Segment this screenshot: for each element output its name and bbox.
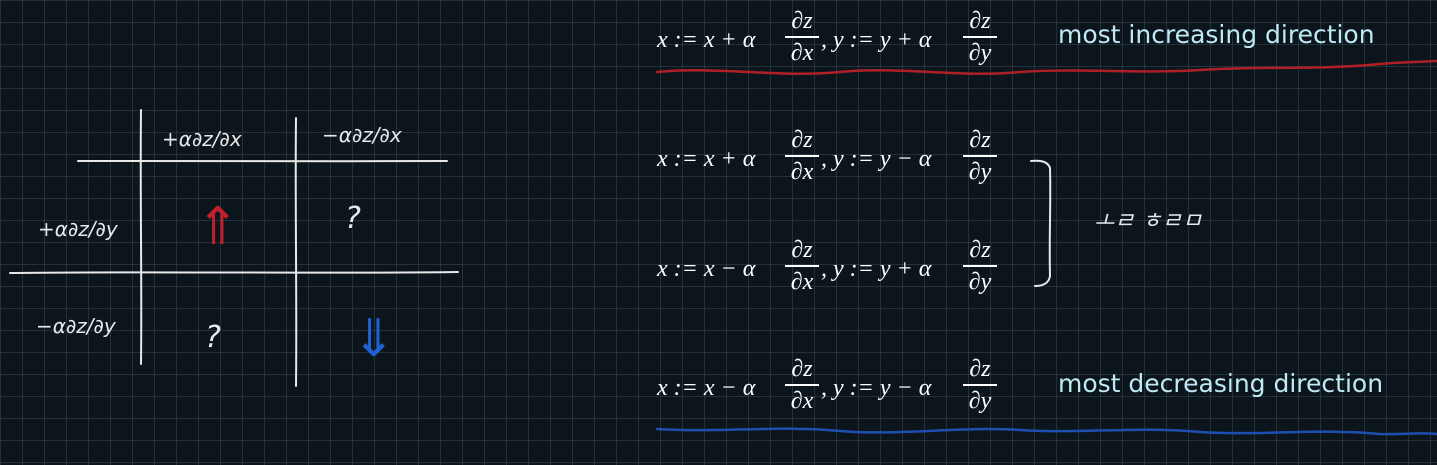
caption-most-increasing: most increasing direction [1058, 20, 1375, 49]
equation-x-part: x := x − α [657, 256, 756, 282]
up-arrow-icon: ⇑ [196, 197, 240, 257]
partial-z-partial-y: ∂z ∂y [963, 235, 997, 297]
equation-y-part: , y := y + α [821, 256, 932, 282]
bracket-handwritten-note: ㅗㄹ ㅎㄹㅁ [1094, 209, 1202, 234]
partial-z-partial-x: ∂z ∂x [785, 6, 819, 68]
table-col-header-1: +α∂z/∂x [162, 127, 242, 151]
blue-underline [655, 427, 1437, 436]
partial-z-partial-x: ∂z ∂x [785, 235, 819, 297]
equation-x-part: x := x − α [657, 375, 756, 401]
table-cell-question-1: ? [345, 201, 361, 236]
table-col-header-2: −α∂z/∂x [322, 123, 402, 147]
table-header-rule [77, 159, 448, 163]
partial-z-partial-y: ∂z ∂y [963, 125, 997, 187]
equation-y-part: , y := y − α [821, 146, 932, 172]
equation-x-part: x := x + α [657, 146, 756, 172]
equation-y-part: , y := y + α [821, 27, 932, 53]
right-bracket-icon [1030, 159, 1052, 287]
partial-z-partial-x: ∂z ∂x [785, 354, 819, 416]
table-row-header-2: −α∂z/∂y [36, 314, 117, 338]
partial-z-partial-y: ∂z ∂y [963, 354, 997, 416]
table-cell-question-2: ? [205, 320, 221, 355]
table-right-column-rule [294, 117, 298, 387]
partial-z-partial-y: ∂z ∂y [963, 6, 997, 68]
table-left-column-rule [139, 109, 143, 365]
caption-most-decreasing: most decreasing direction [1058, 369, 1384, 398]
table-row-header-1: +α∂z/∂y [38, 217, 119, 241]
table-middle-rule [9, 271, 459, 274]
down-arrow-icon: ⇓ [352, 309, 396, 369]
equation-x-part: x := x + α [657, 27, 756, 53]
equation-y-part: , y := y − α [821, 375, 932, 401]
partial-z-partial-x: ∂z ∂x [785, 125, 819, 187]
red-underline [655, 59, 1437, 75]
